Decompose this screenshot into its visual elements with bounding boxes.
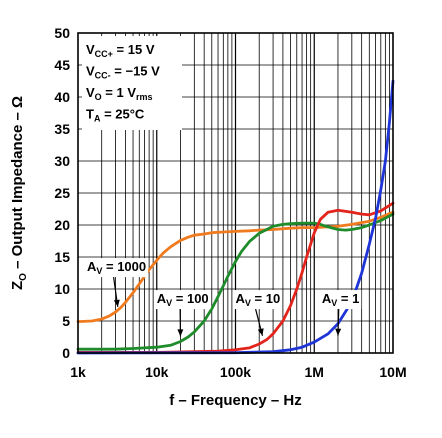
series-arrowhead-0 [113,299,120,307]
x-tick-label: 100k [220,364,251,380]
condition-value: = −15 V [111,64,160,79]
condition-symbol: V [86,85,95,100]
x-axis-title: f – Frequency – Hz [169,392,302,409]
series-label-2: AV = 10 [236,291,281,308]
y-tick-label: 30 [54,153,70,169]
y-axis-title-main: Z [9,281,26,290]
x-tick-label: 10k [145,364,169,380]
series-label-1: AV = 100 [157,291,209,308]
series-label-background [233,290,283,310]
series-line-1 [76,212,395,351]
condition-line: VCC+ = 15 V [86,42,155,59]
condition-value: = 15 V [113,42,155,57]
series-arrowhead-1 [177,329,184,337]
x-tick-labels: 1k 10k 100k 1M 10M [70,364,406,380]
series-label-background [319,290,362,310]
condition-value: = 1 V [102,85,137,100]
series-arrowhead-3 [335,328,342,336]
condition-subscript: A [94,114,101,124]
condition-symbol: T [86,107,94,122]
series-line-3 [76,79,395,355]
condition-symbol: V [86,42,95,57]
condition-line: TA = 25°C [86,107,145,124]
series-label-0: AV = 1000 [87,259,146,276]
y-tick-label: 50 [54,25,70,41]
y-tick-label: 35 [54,121,70,137]
y-tick-label: 40 [54,89,70,105]
series-arrowhead-2 [257,328,264,336]
y-tick-label: 0 [62,345,70,361]
series-label-3: AV = 1 [322,291,359,308]
series-layer [76,79,395,355]
condition-unit-subscript: rms [136,92,153,102]
y-tick-label: 20 [54,217,70,233]
y-axis-title-rest: – Output Impedance – Ω [9,96,26,273]
condition-value: = 25°C [100,107,144,122]
y-axis-title-sub: O [18,273,29,281]
y-axis-title: ZO – Output Impedance – Ω [9,96,29,290]
condition-symbol: V [86,64,95,79]
y-tick-label: 45 [54,57,70,73]
y-tick-label: 15 [54,249,70,265]
y-tick-label: 25 [54,185,70,201]
x-tick-label: 10M [379,364,406,380]
condition-line: VCC- = −15 V [86,64,160,81]
condition-subscript: CC+ [95,49,113,59]
condition-subscript: CC- [95,71,111,81]
conditions-background [82,36,182,130]
series-line-2 [76,201,395,354]
x-tick-label: 1M [305,364,324,380]
condition-subscript: O [95,92,102,102]
series-label-background [154,290,211,310]
condition-line: VO = 1 Vrms [86,85,153,102]
plot-frame [77,32,394,354]
y-tick-label: 5 [62,313,70,329]
y-tick-labels: 0 5 10 15 20 25 30 35 40 45 50 [54,25,70,361]
y-tick-label: 10 [54,281,70,297]
series-line-0 [76,210,395,323]
series-label-background [84,258,149,278]
x-tick-label: 1k [70,364,86,380]
series-labels: AV = 1000 AV = 100 AV = 10 AV = 1 [84,258,362,337]
